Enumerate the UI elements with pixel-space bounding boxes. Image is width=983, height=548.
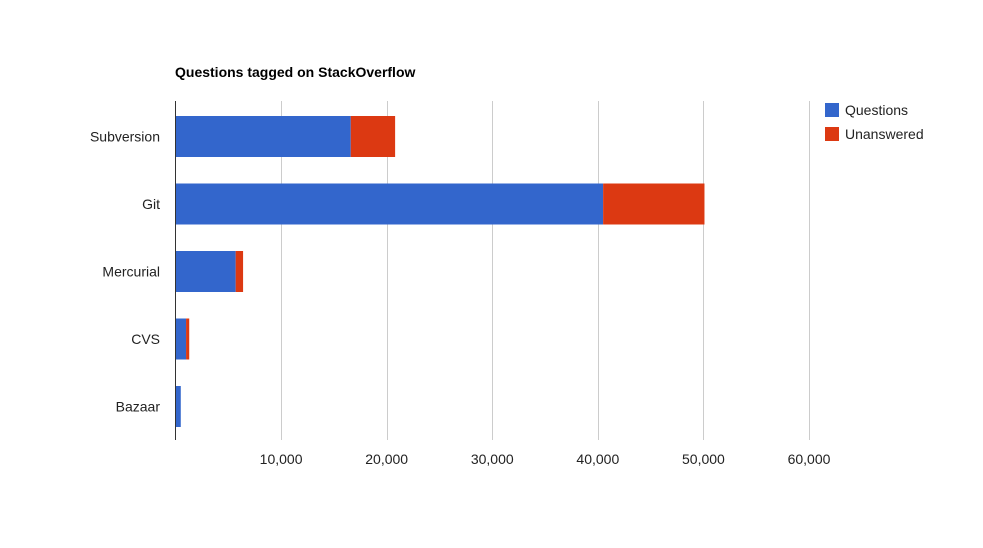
x-tick-label: 60,000 — [788, 451, 831, 467]
tick-labels: 10,000 20,000 30,000 40,000 50,000 60,000 — [260, 451, 831, 467]
bars — [175, 116, 705, 427]
bar-unanswered-mercurial[interactable] — [235, 251, 244, 292]
category-label: Bazaar — [116, 399, 161, 415]
category-label: Subversion — [90, 129, 160, 145]
category-label: CVS — [131, 331, 160, 347]
x-tick-label: 40,000 — [576, 451, 619, 467]
bar-questions-subversion[interactable] — [175, 116, 351, 157]
category-labels: Subversion Git Mercurial CVS Bazaar — [90, 129, 160, 415]
legend-label-questions[interactable]: Questions — [845, 102, 908, 118]
x-tick-label: 30,000 — [471, 451, 514, 467]
bar-questions-mercurial[interactable] — [175, 251, 236, 292]
legend-label-unanswered[interactable]: Unanswered — [845, 126, 924, 142]
bar-unanswered-git[interactable] — [603, 183, 705, 225]
category-label: Mercurial — [102, 264, 160, 280]
chart-title: Questions tagged on StackOverflow — [175, 64, 415, 80]
category-label: Git — [142, 196, 160, 212]
bar-questions-git[interactable] — [175, 183, 604, 225]
bar-questions-cvs[interactable] — [175, 318, 187, 360]
bar-unanswered-subversion[interactable] — [350, 116, 396, 157]
x-tick-label: 20,000 — [365, 451, 408, 467]
x-tick-label: 50,000 — [682, 451, 725, 467]
legend-swatch-questions[interactable] — [825, 103, 839, 117]
bar-unanswered-cvs[interactable] — [186, 318, 190, 360]
gridlines — [281, 101, 810, 440]
legend: Questions Unanswered — [825, 102, 924, 142]
legend-swatch-unanswered[interactable] — [825, 127, 839, 141]
x-tick-label: 10,000 — [260, 451, 303, 467]
bar-questions-bazaar[interactable] — [175, 386, 181, 427]
